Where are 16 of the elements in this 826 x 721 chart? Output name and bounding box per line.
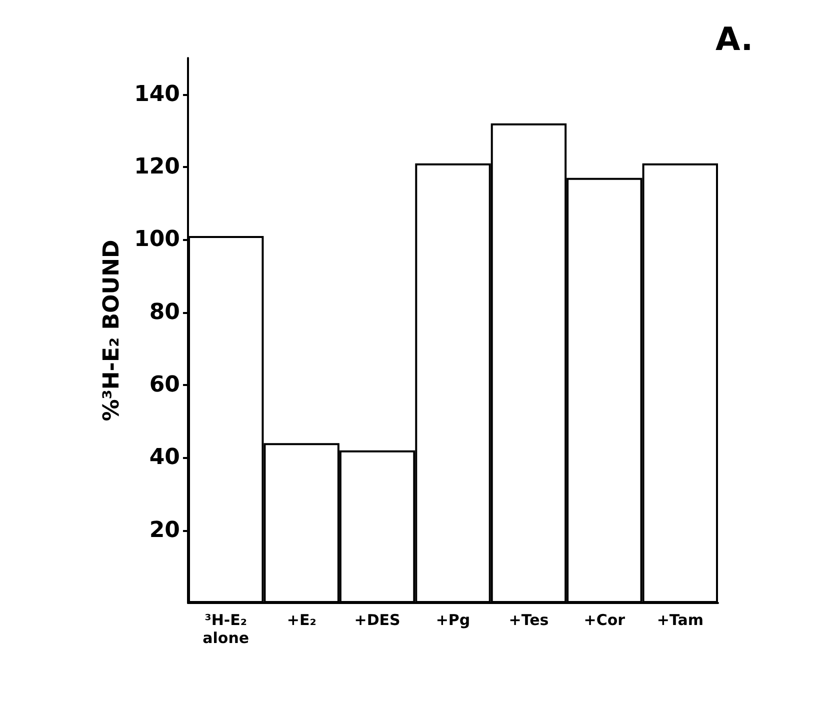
- x-tick-label: +DES: [354, 611, 400, 629]
- x-tick-label: +E₂: [286, 611, 316, 629]
- x-tick-label: +Pg: [436, 611, 470, 629]
- x-tick-label: +Tes: [508, 611, 549, 629]
- chart-title: A.: [715, 20, 753, 58]
- x-tick-label: ³H-E₂ alone: [202, 611, 250, 647]
- y-tick-label: 60: [149, 372, 180, 398]
- y-tick-label: 80: [149, 300, 180, 325]
- y-tick-label: 140: [134, 82, 180, 107]
- x-tick-label: +Cor: [584, 611, 626, 629]
- y-axis-title: %³H-E₂ BOUND: [100, 240, 125, 422]
- x-tick-label: +Tam: [656, 611, 704, 629]
- y-tick-label: 100: [134, 227, 180, 252]
- y-tick-label: 120: [134, 154, 180, 180]
- y-tick-label: 20: [149, 518, 180, 543]
- y-tick-label: 40: [149, 445, 180, 470]
